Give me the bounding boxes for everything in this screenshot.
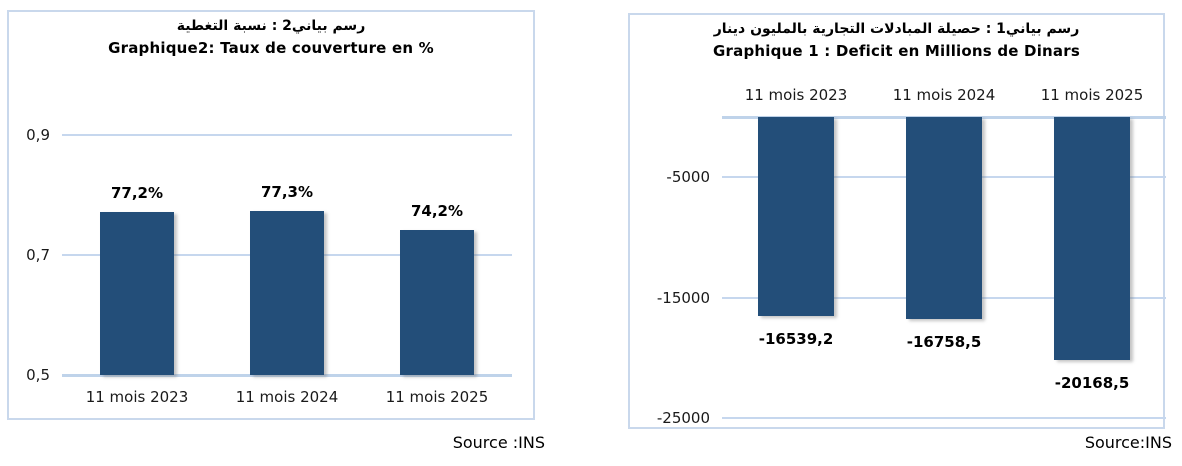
- category-label: 11 mois 2024: [892, 86, 996, 104]
- y-axis-tick-label: 0,9: [26, 126, 50, 144]
- bar-value-label: 74,2%: [410, 201, 464, 220]
- axis-baseline: [62, 374, 512, 377]
- bar-value-label: 77,3%: [260, 183, 314, 202]
- y-axis-tick-label: -15000: [656, 288, 710, 307]
- gridline: [62, 134, 512, 136]
- y-axis-tick-label: 0,7: [26, 246, 50, 264]
- bar: [1054, 117, 1130, 360]
- bar: [758, 117, 834, 317]
- category-label: 11 mois 2025: [385, 388, 489, 406]
- category-label: 11 mois 2023: [744, 86, 848, 104]
- chart-title-arabic: رسم بياني2 : نسبة التغطية: [176, 18, 366, 34]
- bar-value-label: 77,2%: [110, 183, 164, 202]
- plot-area-coverage-rate: 0,9 0,7 0,5 77,2% 11 mois 2023 77,3% 11 mois 2…: [9, 12, 533, 418]
- gridline: [722, 417, 1166, 419]
- category-label: 11 mois 2023: [85, 388, 189, 406]
- chart-panel-trade-deficit: رسم بياني1 : حصيلة المبادلات التجارية با…: [628, 13, 1166, 429]
- bar: [250, 211, 324, 375]
- plot-area-trade-deficit: -5000 -15000 -25000 -16539,2 11 mois 2023 -16…: [630, 15, 1166, 427]
- source-label: Source:INS: [1084, 433, 1172, 452]
- bar-value-label: -16758,5: [906, 332, 982, 351]
- y-axis-tick-label: 0,5: [26, 366, 50, 384]
- bar: [100, 211, 174, 375]
- chart-title-french: Graphique 1 : Deficit en Millions de Din…: [713, 42, 1080, 60]
- y-axis-tick-label: -5000: [666, 168, 710, 187]
- category-label: 11 mois 2024: [235, 388, 339, 406]
- chart-title-french: Graphique2: Taux de couverture en %: [108, 39, 434, 57]
- bar-value-label: -20168,5: [1054, 373, 1130, 392]
- chart-title-arabic: رسم بياني1 : حصيلة المبادلات التجارية با…: [713, 21, 1080, 37]
- bar: [906, 117, 982, 319]
- source-label: Source :INS: [452, 433, 545, 452]
- category-label: 11 mois 2025: [1040, 86, 1144, 104]
- bar: [400, 229, 474, 375]
- bar-value-label: -16539,2: [758, 330, 834, 349]
- y-axis-tick-label: -25000: [656, 409, 710, 427]
- chart-panel-coverage-rate: رسم بياني2 : نسبة التغطية Graphique2: Ta…: [7, 10, 535, 420]
